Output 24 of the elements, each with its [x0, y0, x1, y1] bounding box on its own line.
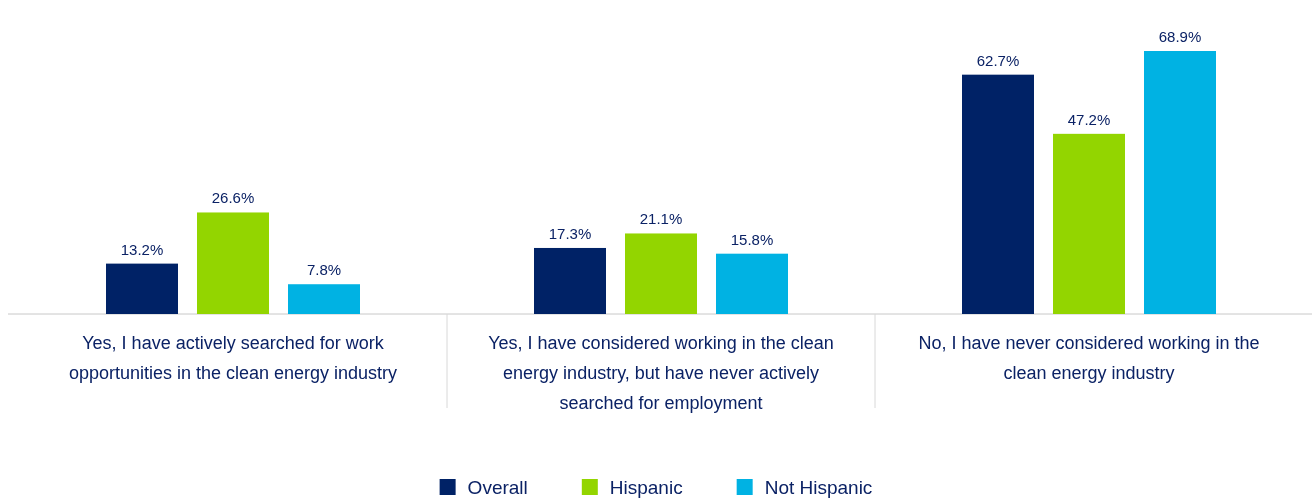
- legend-label: Hispanic: [609, 477, 683, 498]
- legend-label: Not Hispanic: [764, 477, 873, 498]
- data-label: 7.8%: [306, 261, 342, 279]
- bar: [625, 233, 697, 314]
- data-label: 21.1%: [639, 210, 683, 228]
- bar: [534, 247, 606, 314]
- bar: [288, 284, 360, 314]
- x-tick-label: No, I have never considered working in the clean energy industry: [918, 333, 1260, 383]
- bar: [716, 253, 788, 314]
- bar: [1053, 133, 1125, 314]
- data-label: 26.6%: [211, 189, 255, 207]
- bar: [106, 263, 178, 314]
- bar: [197, 212, 269, 314]
- data-label: 47.2%: [1067, 110, 1111, 128]
- bar: [1144, 51, 1216, 314]
- data-label: 17.3%: [548, 224, 592, 242]
- bar: [962, 74, 1034, 314]
- data-label: 13.2%: [120, 240, 164, 258]
- data-label: 15.8%: [730, 230, 774, 248]
- x-tick-label: Yes, I have actively searched for work opportunities in the clean energy industry: [68, 333, 398, 383]
- data-label: 68.9%: [1158, 28, 1202, 45]
- x-tick-label: Yes, I have considered working in the clean energy industry, but have never actively searched for employment: [488, 333, 834, 413]
- legend-label: Overall: [467, 477, 528, 498]
- data-label: 62.7%: [976, 51, 1020, 69]
